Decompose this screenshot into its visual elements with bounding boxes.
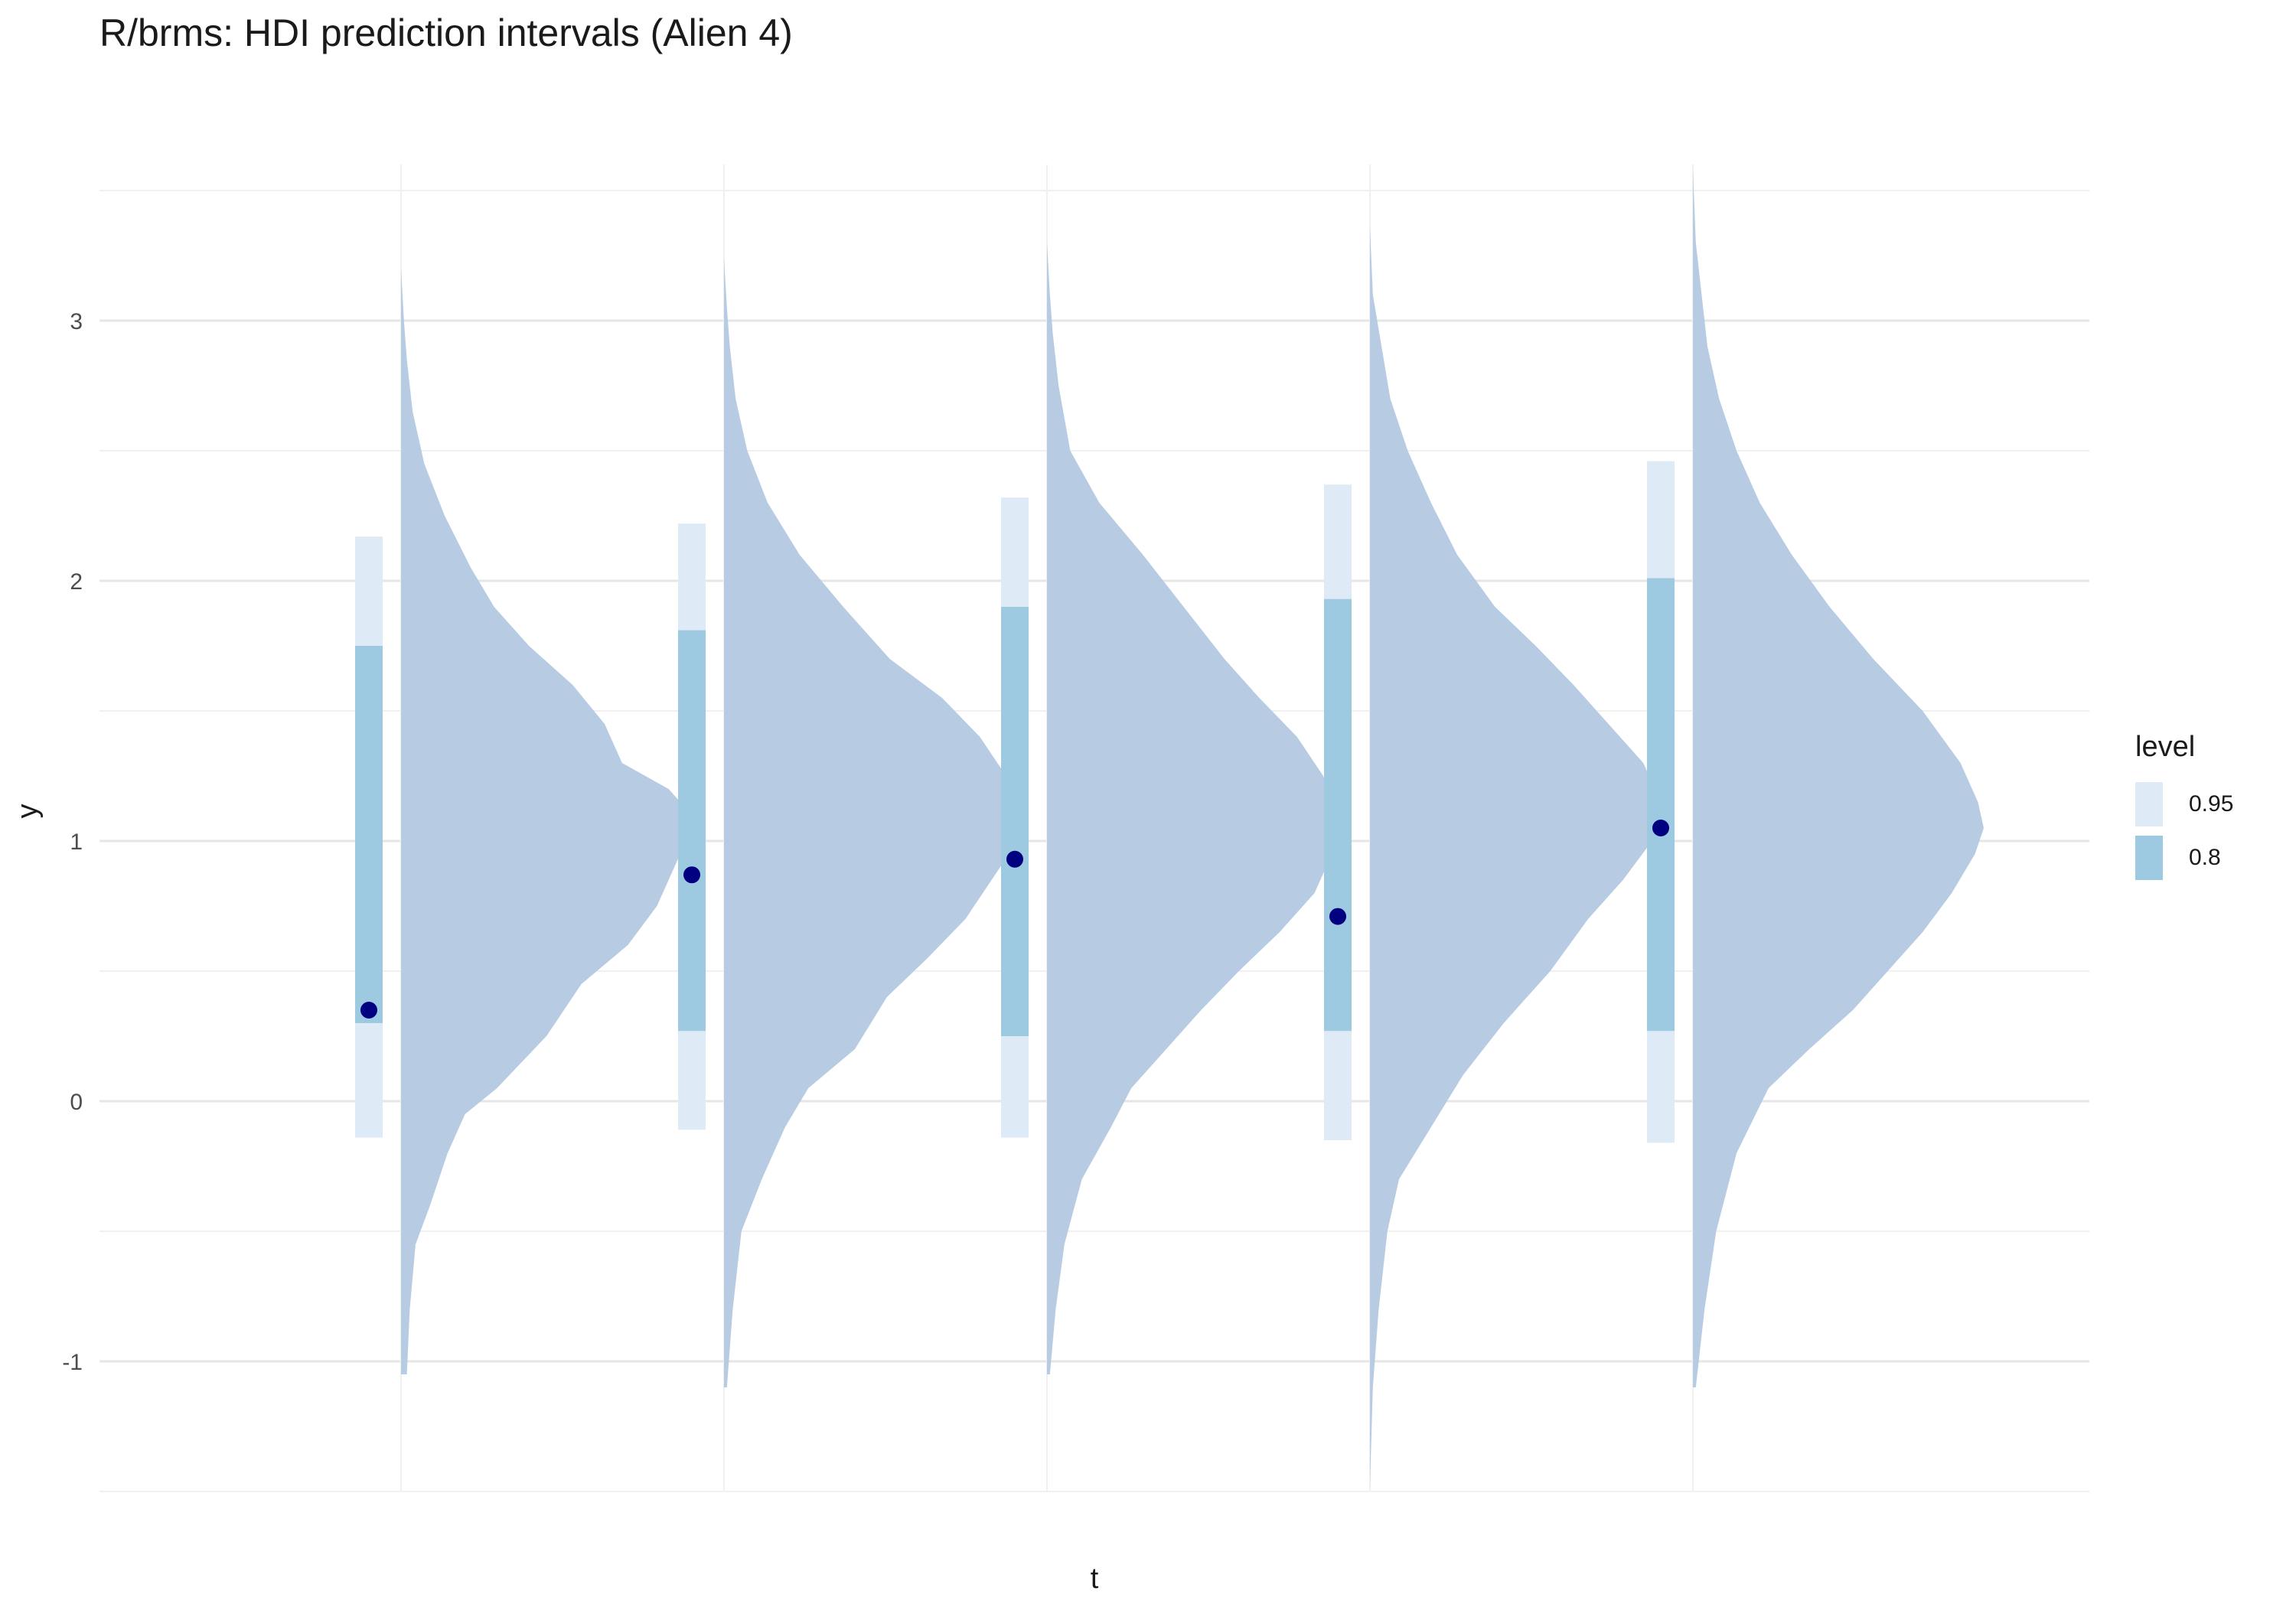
point-estimate [1006, 850, 1023, 868]
chart-title: R/brms: HDI prediction intervals (Alien … [99, 11, 793, 54]
density-shape [401, 269, 692, 1374]
density-shape [1047, 243, 1338, 1374]
point-estimate [360, 1002, 377, 1019]
y-tick-label: 3 [70, 309, 83, 334]
y-tick-label: 1 [70, 830, 83, 855]
y-tick-label: 2 [70, 569, 83, 595]
hdi-80-bar [1324, 598, 1352, 1032]
legend-title: level [2135, 731, 2196, 763]
point-estimate [1329, 908, 1346, 925]
density-shape [724, 258, 1015, 1387]
point-layer [360, 820, 1669, 1019]
legend-label-80: 0.8 [2189, 845, 2221, 870]
density-shape [1370, 227, 1661, 1487]
y-tick-label: 0 [70, 1090, 83, 1115]
legend-key-95 [2135, 782, 2163, 826]
y-tick-label: -1 [62, 1350, 83, 1375]
density-layer [401, 169, 1984, 1487]
hdi-80-bar [355, 646, 383, 1023]
density-shape [1693, 169, 1984, 1387]
point-estimate [1652, 820, 1669, 836]
legend-label-95: 0.95 [2189, 791, 2234, 817]
x-axis-label: t [1091, 1563, 1099, 1595]
interval-layer [355, 461, 1675, 1143]
legend-key-80 [2135, 836, 2163, 880]
point-estimate [683, 866, 700, 884]
legend-item-80: 0.8 [2135, 831, 2233, 885]
hdi-80-bar [1001, 607, 1029, 1036]
y-axis-label: y [11, 804, 44, 819]
legend: level 0.95 0.8 [2135, 731, 2233, 885]
hdi-80-bar [1647, 578, 1675, 1032]
legend-item-95: 0.95 [2135, 777, 2233, 831]
hdi-80-bar [678, 630, 706, 1032]
y-tick-labels: -1 0 1 2 3 [62, 309, 83, 1375]
